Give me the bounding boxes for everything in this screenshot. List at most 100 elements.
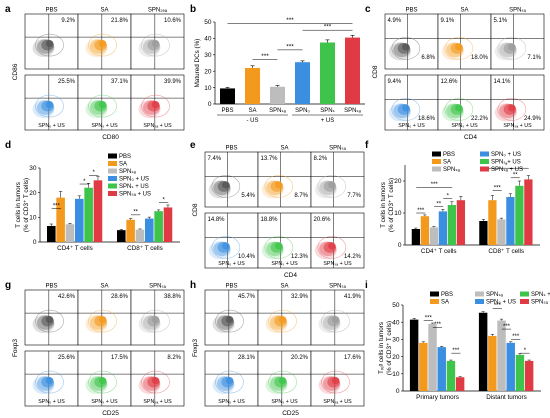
bar-0-1: [478, 312, 488, 391]
flow-col-title: SA: [460, 8, 468, 14]
flow-density-contour: [328, 242, 336, 250]
flow-density-contour: [45, 101, 54, 109]
flow-percent-q4: 22.2%: [471, 116, 489, 122]
flow-density-contour: [222, 242, 230, 250]
flow-percent-q1: 18.8%: [261, 217, 279, 223]
flow-density-outline: [391, 37, 421, 60]
flow-density-contour: [98, 377, 107, 385]
flow-cell-cloud: [208, 236, 241, 260]
flow-density-outline: [141, 309, 170, 333]
flow-cell-cloud: [388, 37, 421, 61]
flow-percent-q1: 5.1%: [494, 18, 508, 24]
flow-density-contour: [225, 316, 234, 324]
flow-percent: 8.2%: [167, 355, 181, 361]
legend-label: SPNₛₐ: [119, 169, 137, 175]
chart-d: 0 10 20 30 T cells in tumors (% of CD3⁺ T cel…: [15, 153, 180, 252]
significance-marker: ***: [261, 53, 269, 60]
legend-label: PBS: [119, 154, 131, 160]
significance-marker: ***: [425, 315, 433, 321]
flow-col-title: PBS: [45, 284, 57, 290]
panel-letter-a: a: [5, 4, 11, 15]
flow-density-outline: [391, 98, 421, 121]
bar-4: [320, 42, 335, 104]
legend-swatch: [520, 291, 529, 297]
flow-percent: 10.6%: [164, 18, 182, 24]
flow-plot-frame: [204, 212, 259, 269]
flow-plot-frame: [437, 13, 492, 70]
flow-density-contour: [222, 181, 230, 189]
bar-2-0: [429, 227, 439, 245]
bar-3-1: [145, 218, 154, 242]
flow-cell-cloud: [314, 175, 347, 199]
legend-swatch: [430, 291, 439, 297]
flow-percent-q4: 14.2%: [344, 254, 362, 260]
flow-plot-h-3: SPN₀ + US 28.1%: [204, 350, 259, 407]
flow-density-contour: [45, 40, 54, 48]
flow-density-contour: [331, 377, 340, 385]
flow-density-outline: [88, 309, 117, 333]
panel-letter-i: i: [365, 280, 368, 291]
flow-percent-q4: 18.0%: [471, 55, 489, 61]
bar-4-0: [446, 360, 456, 391]
legend-swatch: [432, 151, 441, 157]
flow-x-axis-label: CD25: [282, 410, 299, 417]
bar-5-1: [163, 207, 173, 242]
legend-swatch: [108, 161, 117, 166]
flow-percent-q4: 18.6%: [418, 116, 436, 122]
panel-letter-h: h: [190, 280, 196, 291]
flow-plot-c-3: SPN₀ + US 9.4% 18.6%: [384, 74, 439, 131]
legend-label: SPN₀ + US: [486, 300, 516, 306]
flow-density-contour: [275, 242, 283, 250]
legend-swatch: [108, 191, 117, 196]
legend-label: SPNₛₐ + US: [119, 192, 151, 198]
flow-plot-a-2: SPN₂ₑₐ 10.6%: [130, 8, 185, 70]
group-label: - US: [247, 118, 259, 124]
significance-marker: ***: [286, 43, 294, 50]
x-tick-label: Distant tumors: [486, 394, 527, 401]
flow-density-contour: [98, 316, 107, 324]
x-tick-label: SPNₛₐ: [269, 108, 287, 114]
legend-label: SPNₛₐ: [443, 167, 461, 173]
y-tick-label: 0: [398, 242, 402, 249]
chart-b: 0 10 20 30 40 50 Matured DCs (%) PBS SA SPNₛₐ SPN₀…: [194, 17, 365, 124]
legend-label: SPNₛₐ: [486, 292, 504, 298]
flow-col-title: SPNₛₐ: [329, 146, 347, 152]
bar-3-0: [75, 198, 84, 242]
flow-percent-q1: 20.6%: [314, 217, 332, 223]
flow-plot-a-5: SPNₛₐ + US 39.9%: [130, 74, 185, 131]
flow-percent-q1: 4.9%: [388, 18, 402, 24]
legend-swatch: [108, 183, 117, 189]
x-tick-label: Primary tumors: [416, 394, 459, 401]
flow-percent: 28.6%: [111, 294, 129, 300]
y-tick-label: 40: [392, 319, 400, 326]
bar-1-0: [419, 342, 428, 391]
significance-marker: ***: [452, 348, 460, 354]
y-tick-label: 30: [29, 165, 37, 172]
flow-percent: 37.1%: [111, 79, 129, 85]
flow-cell-cloud: [85, 370, 117, 395]
flow-percent: 25.5%: [58, 79, 76, 85]
flow-cell-cloud: [212, 309, 244, 334]
flow-percent-q4: 6.8%: [421, 55, 435, 61]
legend-label: PBS: [443, 152, 455, 158]
y-tick-label: 30: [204, 52, 212, 59]
bar-3-0: [438, 211, 448, 245]
flow-density-outline: [35, 33, 64, 57]
flow-density-contour: [151, 316, 160, 324]
flow-density-outline: [268, 309, 297, 333]
flow-plot-a-4: SPNₛ + US 37.1%: [77, 74, 132, 131]
flow-y-axis-label: CD8: [192, 203, 199, 216]
legend-swatch: [432, 166, 441, 172]
legend-swatch: [475, 299, 484, 304]
y-tick-label: 50: [392, 302, 400, 309]
flow-density-outline: [88, 370, 117, 394]
flow-cell-cloud: [265, 309, 297, 334]
flow-percent: 45.7%: [238, 294, 256, 300]
